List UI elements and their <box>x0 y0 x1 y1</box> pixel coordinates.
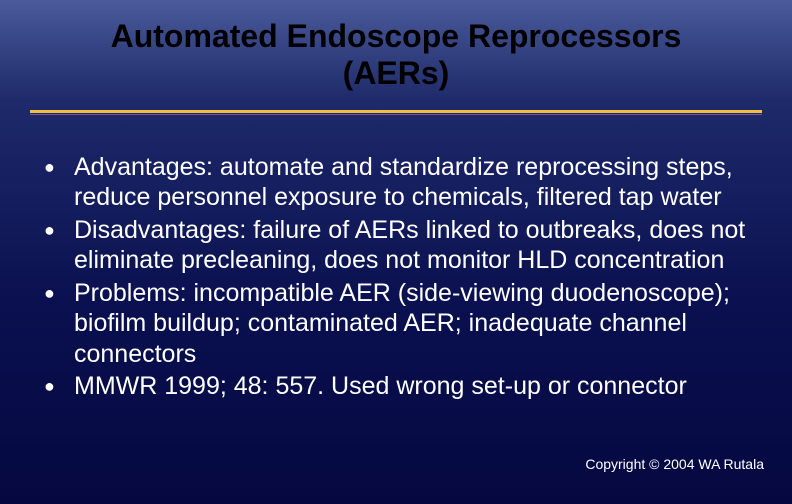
bullet-text: Advantages: automate and standardize rep… <box>74 152 752 213</box>
bullet-text: Problems: incompatible AER (side-viewing… <box>74 278 752 370</box>
bullet-icon: ● <box>40 152 74 183</box>
divider-line-secondary <box>30 114 762 115</box>
title-line-2: (AERs) <box>343 55 450 91</box>
title-divider <box>30 110 762 116</box>
list-item: ● Advantages: automate and standardize r… <box>40 152 752 213</box>
slide-title: Automated Endoscope Reprocessors (AERs) <box>40 18 752 92</box>
list-item: ● Problems: incompatible AER (side-viewi… <box>40 278 752 370</box>
bullet-icon: ● <box>40 278 74 309</box>
divider-line-primary <box>30 110 762 113</box>
bullet-text: MMWR 1999; 48: 557. Used wrong set-up or… <box>74 371 752 402</box>
body-region: ● Advantages: automate and standardize r… <box>0 116 792 403</box>
list-item: ● Disadvantages: failure of AERs linked … <box>40 215 752 276</box>
bullet-text: Disadvantages: failure of AERs linked to… <box>74 215 752 276</box>
copyright-text: Copyright © 2004 WA Rutala <box>585 456 764 472</box>
title-line-1: Automated Endoscope Reprocessors <box>111 18 682 54</box>
list-item: ● MMWR 1999; 48: 557. Used wrong set-up … <box>40 371 752 402</box>
bullet-icon: ● <box>40 215 74 246</box>
bullet-icon: ● <box>40 371 74 402</box>
title-region: Automated Endoscope Reprocessors (AERs) <box>0 0 792 100</box>
